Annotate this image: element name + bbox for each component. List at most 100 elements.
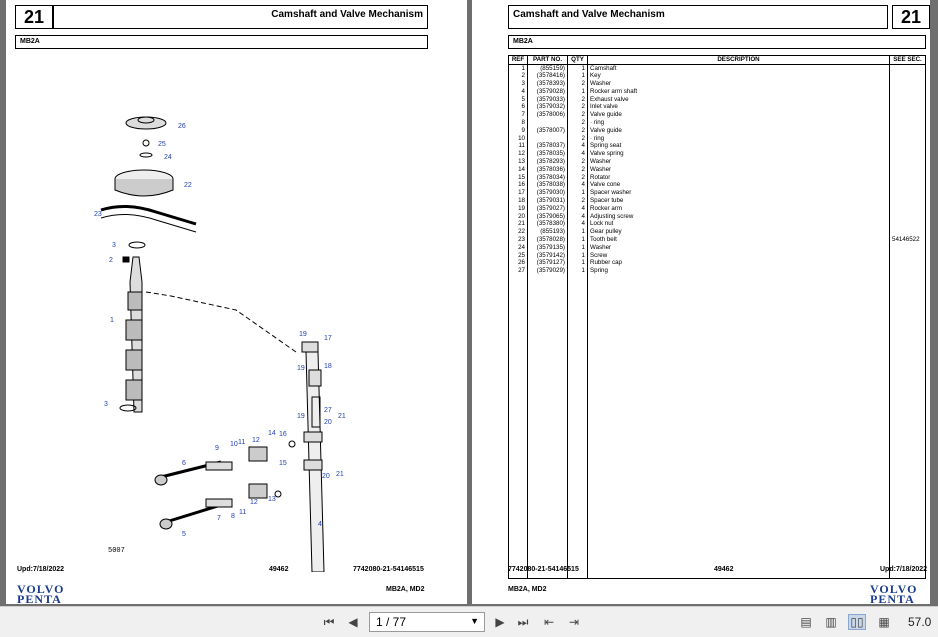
table-cell: (3578028) [527,235,568,244]
section-title: Camshaft and Valve Mechanism [53,5,428,29]
table-cell: · ring [587,118,890,127]
right-page: Camshaft and Valve Mechanism 21 MB2A REF… [472,0,930,604]
table-row: 24 (3579135) 1 Washer [508,243,926,252]
last-page-icon[interactable]: ⏭ [517,614,529,629]
table-cell: Lock nut [587,220,890,229]
table-cell: Washer [587,157,890,166]
table-cell: (3579032) [527,103,568,112]
table-cell: 2 [567,173,588,182]
callout-label: 10 [230,441,238,448]
column-header: QTY [567,55,588,65]
table-cell: Spacer washer [587,189,890,197]
table-cell: (3578007) [527,126,568,135]
callout-label: 3 [112,242,116,249]
table-cell: Key [587,72,890,80]
table-cell: Washer [587,165,890,174]
table-cell: 1 [567,64,588,73]
table-cell: 2 [567,157,588,166]
column-header: DESCRIPTION [587,55,890,65]
chapter-number: 21 [15,5,53,29]
table-cell: (3578037) [527,142,568,151]
table-cell: Valve spring [587,150,890,158]
table-cell: 2 [567,111,588,119]
callout-label: 23 [94,211,102,218]
table-cell: 9 [508,126,528,135]
table-cell [889,165,926,174]
parts-table: REF PART NO. QTY DESCRIPTION SEE SEC. 1(… [508,55,926,580]
go-back-icon[interactable]: ⇤ [543,615,555,629]
table-cell: 13 [508,157,528,166]
table-row: 13 (3578293) 2 Washer [508,157,926,166]
facing-view-icon[interactable]: ▯▯ [848,614,866,630]
table-cell: (3579029) [527,267,568,275]
table-empty-space [508,274,926,580]
table-cell [889,173,926,182]
table-cell: (3578393) [527,79,568,88]
callout-label: 1 [110,317,114,324]
table-cell [889,95,926,104]
table-cell: (3578416) [527,72,568,80]
table-cell: (3579030) [527,189,568,197]
table-cell [889,134,926,143]
table-cell: 1 [567,259,588,268]
table-row: 8 2 · ring [508,118,926,127]
continuous-facing-view-icon[interactable]: ▦ [878,615,890,629]
table-cell [889,150,926,158]
footer-doc-number: 7742080-21-54146515 [353,566,424,573]
table-row: 20 (3579065) 4 Adjusting screw [508,212,926,221]
previous-page-icon[interactable]: ◀ [348,615,358,629]
table-row: 11 (3578037) 4 Spring seat [508,142,926,151]
table-cell: 1 [508,64,528,73]
callout-label: 19 [299,331,307,338]
table-cell [889,72,926,80]
table-cell [889,111,926,119]
footer-page-code: 49462 [714,566,734,573]
table-cell: 2 [567,103,588,112]
callout-label: 26 [178,123,186,130]
table-cell: 2 [567,79,588,88]
diagram-callouts: 26 25 24 22 23 3 2 1 3 17 19 18 19 27 20… [94,123,346,538]
table-row: 19 (3579027) 4 Rocker arm [508,204,926,213]
table-row: 27 (3579029) 1 Spring [508,267,926,275]
table-cell: 54146522 [889,235,926,244]
viewer-toolbar: ⏮ ◀ 1 / 77 ▼ ▶ ⏭ ⇤ ⇥ ▤ ▥ ▯▯ ▦ 57.0 [0,606,938,637]
table-row: 6 (3579032) 2 Inlet valve [508,103,926,112]
zoom-level[interactable]: 57.0 [908,615,932,629]
table-cell: 2 [567,118,588,127]
model-label: MB2A [508,35,926,49]
table-cell: (3579031) [527,196,568,205]
callout-label: 25 [158,141,166,148]
continuous-view-icon[interactable]: ▥ [825,615,837,629]
footer-doc-number: 7742080-21-54146515 [508,566,579,573]
table-cell [889,126,926,135]
first-page-icon[interactable]: ⏮ [323,614,335,629]
callout-label: 6 [182,460,186,467]
go-forward-icon[interactable]: ⇥ [568,615,580,629]
table-row: 21 (3578380) 4 Lock nut [508,220,926,229]
table-row: 4 (3579028) 1 Rocker arm shaft [508,87,926,96]
table-cell: 2 [567,196,588,205]
table-cell: Valve guide [587,111,890,119]
volvo-penta-logo: VOLVO PENTA [17,582,65,604]
table-cell: (3579127) [527,259,568,268]
table-cell: (3579027) [527,204,568,213]
table-cell: 12 [508,150,528,158]
table-cell [527,134,568,143]
table-row: 10 2 · ring [508,134,926,143]
page-selector[interactable]: 1 / 77 ▼ [369,612,485,632]
table-cell: Spacer tube [587,196,890,205]
table-cell [889,181,926,190]
table-cell: Screw [587,251,890,260]
next-page-icon[interactable]: ▶ [495,615,505,629]
table-cell: Exhaust valve [587,95,890,104]
footer-date: Upd:7/18/2022 [880,566,928,573]
table-cell: Washer [587,79,890,88]
single-page-view-icon[interactable]: ▤ [800,615,812,629]
callout-label: 19 [297,413,305,420]
callout-label: 3 [104,401,108,408]
callout-label: 19 [297,365,305,372]
table-cell: 22 [508,228,528,236]
table-cell: 2 [567,95,588,104]
callout-label: 11 [239,509,246,516]
table-row: 9 (3578007) 2 Valve guide [508,126,926,135]
